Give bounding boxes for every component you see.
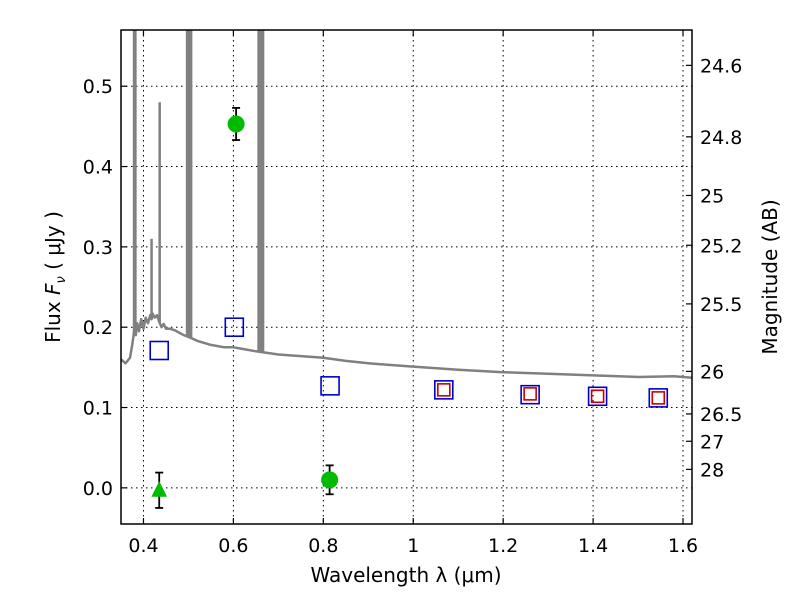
model-photometry-square (520, 384, 540, 405)
y-axis-title-variable: F (41, 283, 65, 295)
secondary-y-axis-ticks: 24.6 24.8 25 25.2 25.5 26 26.5 27 28 (686, 55, 742, 481)
y2-tick-label: 26.5 (700, 404, 742, 426)
y-axis-title: Flux Fν ( μJy ) (41, 211, 69, 343)
y2-axis-title: Magnitude (AB) (758, 199, 782, 354)
y-axis-title-prefix: Flux (41, 295, 65, 343)
y-axis-title-subscript: ν (54, 276, 69, 283)
infrared-point-square (651, 391, 666, 405)
y2-tick-label: 24.6 (700, 55, 742, 77)
detection-point (227, 115, 245, 133)
y2-tick-label: 27 (700, 431, 724, 453)
x-tick-label: 0.4 (128, 535, 158, 557)
limit-triangle (151, 481, 168, 497)
spectrum-layer (120, 30, 693, 380)
detection-point (321, 471, 339, 489)
x-axis-title: Wavelength λ (μm) (310, 563, 501, 587)
y-tick-label: 0.4 (83, 157, 113, 179)
y2-tick-label: 25.5 (700, 294, 742, 316)
y-axis-title-suffix: ( μJy ) (41, 211, 65, 276)
plot-frame (120, 29, 693, 525)
y2-tick-label: 25.2 (700, 235, 742, 257)
infrared-point-square (523, 387, 537, 401)
y-tick-label: 0.3 (83, 237, 113, 259)
y-tick-label: 0.0 (83, 478, 113, 500)
y2-tick-label: 24.8 (700, 127, 742, 149)
x-tick-label: 0.6 (218, 535, 248, 557)
y2-tick-label: 25 (700, 185, 724, 207)
model-photometry-square (587, 386, 608, 407)
x-tick-label: 1.6 (668, 535, 698, 557)
infrared-point-square (590, 389, 605, 404)
model-photometry-square (648, 388, 669, 408)
y-axis-ticks: 0.0 0.1 0.2 0.3 0.4 0.5 (83, 76, 127, 500)
x-tick-label: 1.4 (578, 535, 608, 557)
model-photometry-square (224, 317, 245, 338)
x-tick-label: 1 (407, 535, 419, 557)
y-tick-label: 0.1 (83, 398, 113, 420)
y2-tick-label: 28 (700, 459, 724, 481)
x-tick-label: 0.8 (308, 535, 338, 557)
x-axis-ticks: 0.4 0.6 0.8 1 1.2 1.4 1.6 (128, 30, 698, 557)
y-tick-label: 0.2 (83, 317, 113, 339)
grid-lines (121, 30, 692, 524)
model-photometry-square (149, 340, 170, 361)
model-photometry-square (320, 376, 340, 396)
spectrum-line (120, 312, 693, 380)
model-photometry-square (434, 380, 454, 400)
x-tick-label: 1.2 (488, 535, 518, 557)
y2-tick-label: 26 (700, 361, 724, 383)
infrared-point-square (437, 383, 451, 397)
y-tick-label: 0.5 (83, 76, 113, 98)
marker-layer (149, 107, 669, 509)
